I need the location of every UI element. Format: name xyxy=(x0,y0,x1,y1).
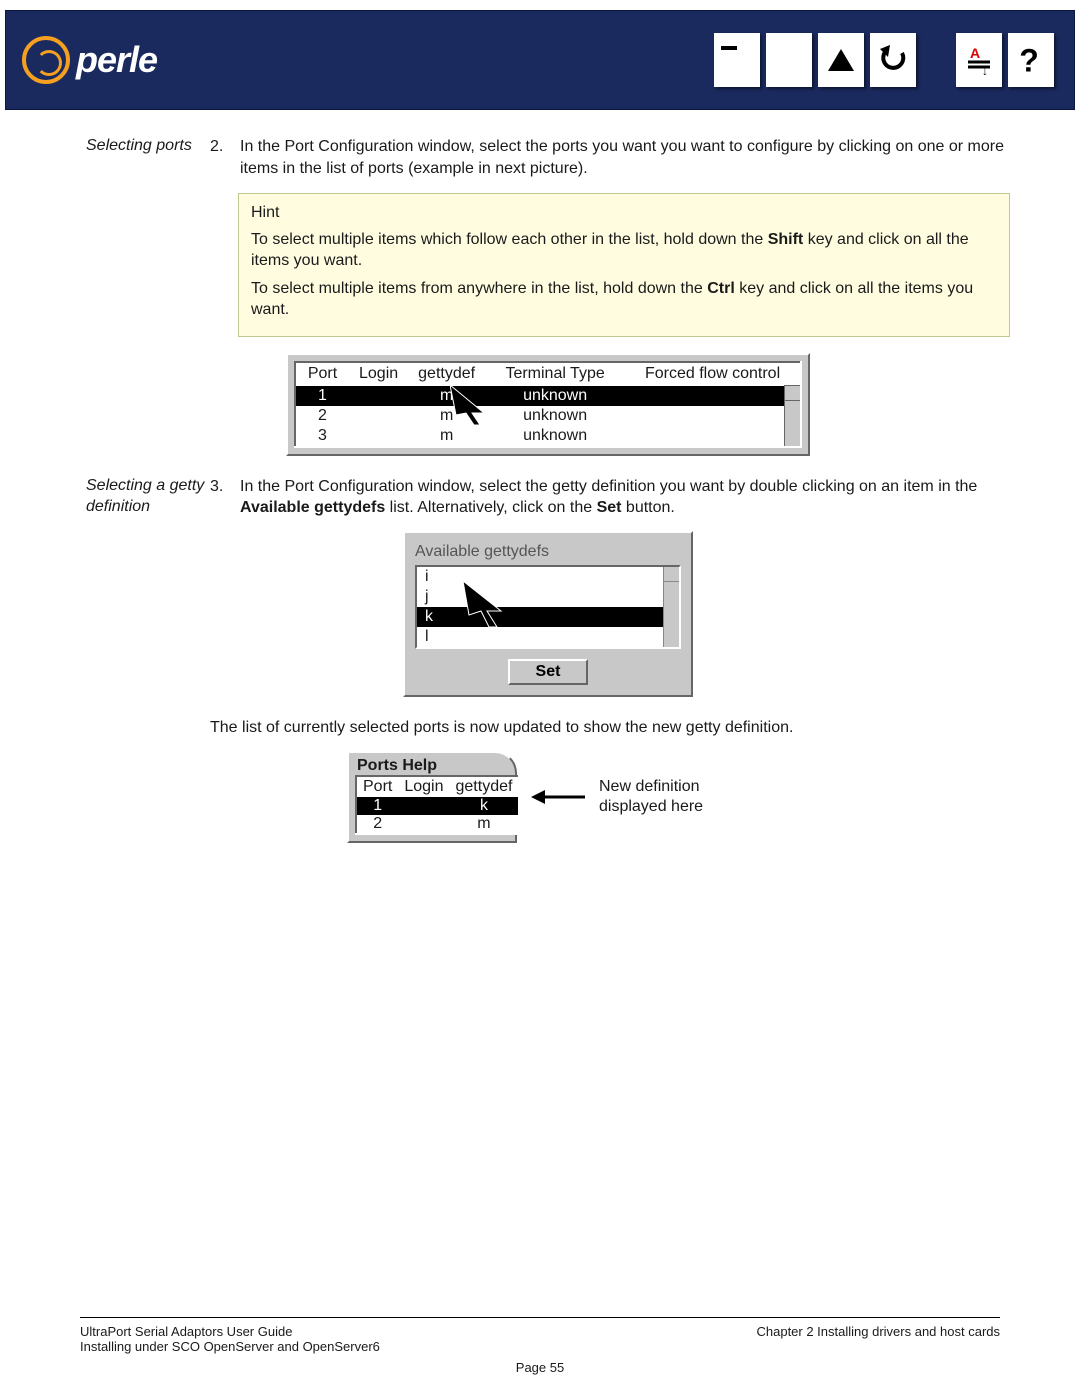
hint-title: Hint xyxy=(251,202,997,223)
logo-ring-icon xyxy=(22,36,70,84)
svg-text:↓: ↓ xyxy=(982,64,988,75)
nav-icons: A ↓ ? xyxy=(714,33,1054,87)
toc-icon[interactable] xyxy=(714,33,760,87)
step-3-number: 3. xyxy=(210,476,230,519)
result-text: The list of currently selected ports is … xyxy=(210,719,793,736)
hint-para-2: To select multiple items from anywhere i… xyxy=(251,278,997,320)
ports-help-window: Ports Help PortLogingettydef 1k 2m xyxy=(347,751,517,843)
gettydefs-item[interactable]: i xyxy=(417,567,679,587)
help-icon[interactable]: ? xyxy=(1008,33,1054,87)
logo: perle xyxy=(22,36,157,84)
gettydefs-label: Available gettydefs xyxy=(415,543,681,561)
step-2-text: In the Port Configuration window, select… xyxy=(240,136,1010,179)
mini-table-header: PortLogingettydef xyxy=(356,776,519,797)
page-number: Page 55 xyxy=(80,1360,1000,1375)
triangle-up-icon xyxy=(826,45,856,75)
port-table-row[interactable]: 2munknown xyxy=(295,406,801,426)
port-table-row[interactable]: 3munknown xyxy=(295,426,801,447)
gettydefs-panel: Available gettydefs i j k l Set xyxy=(403,531,693,697)
ports-help-menubar[interactable]: Ports Help xyxy=(347,751,517,775)
mini-port-table[interactable]: PortLogingettydef 1k 2m xyxy=(355,775,520,835)
footer-section-title: Installing under SCO OpenServer and Open… xyxy=(80,1339,380,1354)
hint-para-1: To select multiple items which follow ea… xyxy=(251,229,997,271)
port-table-row[interactable]: 1munknown xyxy=(295,385,801,406)
port-config-window: Port Login gettydef Terminal Type Forced… xyxy=(286,353,810,456)
header-bar: perle A xyxy=(5,10,1075,110)
footer-chapter: Chapter 2 Installing drivers and host ca… xyxy=(756,1324,1000,1354)
left-arrow-icon xyxy=(531,787,585,807)
align-right-icon xyxy=(775,46,803,74)
gettydefs-item[interactable]: k xyxy=(417,607,679,627)
logo-text: perle xyxy=(76,39,157,81)
step-2-number: 2. xyxy=(210,136,230,179)
undo-arrow-icon xyxy=(878,45,908,75)
a-compare-icon: A ↓ xyxy=(964,45,994,75)
list-icon xyxy=(723,46,751,74)
question-icon: ? xyxy=(1015,42,1047,78)
back-icon[interactable] xyxy=(870,33,916,87)
margin-note-selecting-getty: Selecting a getty definition xyxy=(86,476,210,518)
mini-table-row[interactable]: 2m xyxy=(356,815,519,834)
footer-guide-title: UltraPort Serial Adaptors User Guide xyxy=(80,1324,380,1339)
top-icon[interactable] xyxy=(818,33,864,87)
port-table[interactable]: Port Login gettydef Terminal Type Forced… xyxy=(294,361,802,448)
index-icon[interactable] xyxy=(766,33,812,87)
gettydefs-scrollbar[interactable] xyxy=(663,567,679,647)
step-3-text: In the Port Configuration window, select… xyxy=(240,476,1010,519)
gettydefs-list[interactable]: i j k l xyxy=(415,565,681,649)
mini-table-row[interactable]: 1k xyxy=(356,797,519,815)
page-footer: UltraPort Serial Adaptors User Guide Ins… xyxy=(0,1317,1080,1375)
gettydefs-item[interactable]: j xyxy=(417,587,679,607)
port-table-scrollbar[interactable] xyxy=(784,385,800,446)
port-table-header: Port Login gettydef Terminal Type Forced… xyxy=(295,362,801,386)
margin-note-selecting-ports: Selecting ports xyxy=(86,136,210,157)
hint-box: Hint To select multiple items which foll… xyxy=(238,193,1010,337)
gettydefs-item[interactable]: l xyxy=(417,627,679,647)
svg-text:?: ? xyxy=(1019,43,1039,78)
compare-icon[interactable]: A ↓ xyxy=(956,33,1002,87)
set-button[interactable]: Set xyxy=(508,659,588,685)
svg-text:A: A xyxy=(970,45,980,61)
callout-text: New definition displayed here xyxy=(599,777,749,817)
